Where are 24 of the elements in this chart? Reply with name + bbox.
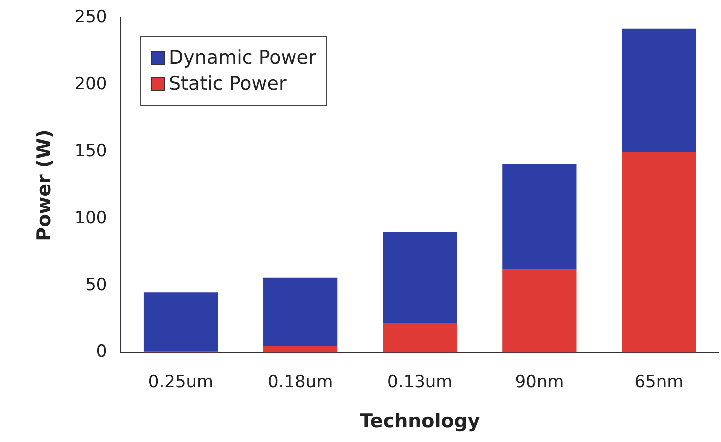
bar <box>144 292 218 352</box>
x-tick-label: 65nm <box>634 372 684 392</box>
x-axis-title: Technology <box>360 410 481 433</box>
bar <box>264 278 338 346</box>
bar <box>502 270 577 353</box>
x-tick-label: 90nm <box>515 372 564 392</box>
y-tick-label: 200 <box>74 74 108 95</box>
bar <box>264 346 338 353</box>
legend-label: Dynamic Power <box>169 47 316 69</box>
bar <box>502 164 577 270</box>
x-tick-label: 0.25um <box>148 372 214 392</box>
x-tick-label: 0.13um <box>388 372 453 392</box>
y-tick-label: 0 <box>96 342 108 362</box>
y-tick-label: 150 <box>74 141 108 162</box>
bar <box>622 152 696 353</box>
y-tick-label: 50 <box>86 275 108 296</box>
y-axis-title: Power (W) <box>33 130 56 242</box>
legend-label: Static Power <box>169 73 287 95</box>
y-tick-label: 250 <box>74 8 108 28</box>
x-tick-label: 0.18um <box>268 372 334 392</box>
bar <box>383 232 458 324</box>
bar <box>622 28 696 152</box>
bar <box>383 323 458 353</box>
y-tick-label: 100 <box>74 208 108 228</box>
